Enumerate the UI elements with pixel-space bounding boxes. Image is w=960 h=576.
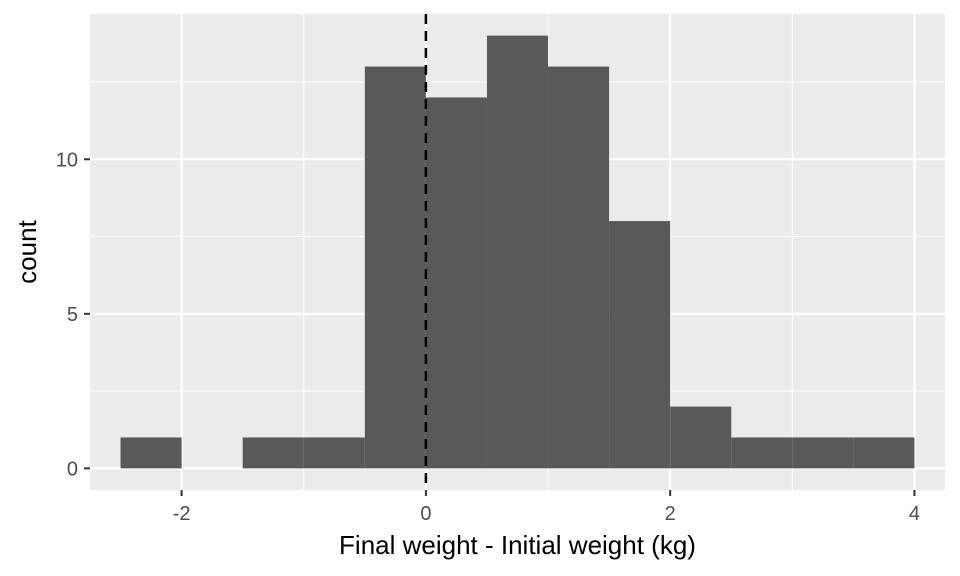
x-tick-label: 2: [665, 503, 676, 525]
histogram-bars: [120, 35, 915, 469]
x-axis: -2 0 2 4: [173, 490, 920, 525]
x-tick-label: -2: [173, 503, 191, 525]
y-tick-label: 5: [67, 304, 78, 326]
histogram-bar: [792, 437, 854, 469]
x-tick-label: 4: [909, 503, 920, 525]
histogram-bar: [609, 221, 671, 469]
y-tick-label: 10: [56, 149, 78, 171]
y-axis: 0 5 10: [56, 149, 90, 480]
histogram-bar: [731, 437, 793, 469]
x-axis-title: Final weight - Initial weight (kg): [339, 530, 696, 560]
histogram-bar: [670, 406, 732, 469]
histogram-bar: [548, 66, 610, 469]
histogram-bar: [364, 66, 426, 469]
histogram-bar: [486, 35, 549, 469]
histogram-bar: [242, 437, 304, 469]
y-axis-title: count: [12, 219, 42, 283]
y-tick-label: 0: [67, 458, 78, 480]
histogram-bar: [853, 437, 915, 469]
x-tick-label: 0: [420, 503, 431, 525]
histogram-bar: [425, 97, 487, 469]
histogram-bar: [120, 437, 182, 469]
histogram-bar: [303, 437, 365, 469]
